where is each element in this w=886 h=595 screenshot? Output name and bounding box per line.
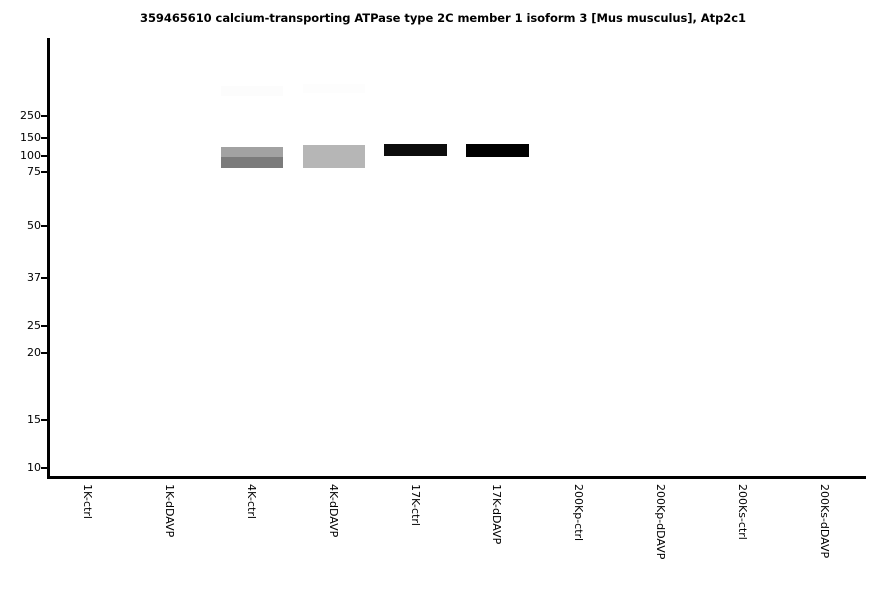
x-axis-tick-label: 200Kp-ctrl [572,484,586,542]
blot-lane [457,38,539,476]
blot-lanes [47,38,866,476]
y-axis-tick-label: 20 [27,346,41,359]
x-axis-tick-label: 200Ks-ctrl [736,484,750,540]
blot-band [220,86,283,96]
blot-band [302,145,365,168]
y-axis-tick-label: 250 [20,109,41,122]
x-axis-tick-label: 4K-ctrl [244,484,258,519]
x-axis-tick-label: 17K-dDAVP [490,484,504,545]
x-axis-line [47,476,866,479]
y-axis-tick [41,325,47,327]
y-axis-tick [41,225,47,227]
y-axis-tick [41,137,47,139]
y-axis-line [47,38,50,479]
y-axis-tick [41,419,47,421]
y-axis-tick-label: 15 [27,413,41,426]
blot-lane [620,38,702,476]
y-axis-tick-label: 100 [20,149,41,162]
blot-lane [129,38,211,476]
y-axis-tick [41,277,47,279]
blot-band [220,147,283,157]
blot-lane [293,38,375,476]
y-axis-tick-label: 75 [27,165,41,178]
y-axis-labels: 250 150 100 75 50 37 25 20 15 10 [0,0,41,595]
y-axis-tick [41,115,47,117]
blot-lane [211,38,293,476]
blot-lane [47,38,129,476]
blot-band [466,144,529,157]
page-title: 359465610 calcium-transporting ATPase ty… [140,11,746,25]
y-axis-tick-label: 50 [27,219,41,232]
x-axis-tick-label: 200Kp-dDAVP [654,484,668,560]
blot-band [384,144,447,156]
y-axis-tick-label: 25 [27,319,41,332]
blot-lane [702,38,784,476]
x-axis-tick-label: 4K-dDAVP [326,484,340,538]
y-axis-tick [41,467,47,469]
y-axis-tick-label: 150 [20,131,41,144]
y-axis-tick [41,171,47,173]
blot-band [220,157,283,168]
blot-lane [784,38,866,476]
y-axis-tick-label: 37 [27,271,41,284]
blot-band [302,84,365,93]
x-axis-tick-label: 200Ks-dDAVP [818,484,832,559]
blot-lane [538,38,620,476]
y-axis-tick [41,352,47,354]
x-axis-tick-label: 1K-dDAVP [162,484,176,538]
x-axis-tick-label: 1K-ctrl [80,484,94,519]
y-axis-tick [41,155,47,157]
blot-lane [375,38,457,476]
y-axis-tick-label: 10 [27,461,41,474]
x-axis-tick-label: 17K-ctrl [408,484,422,526]
